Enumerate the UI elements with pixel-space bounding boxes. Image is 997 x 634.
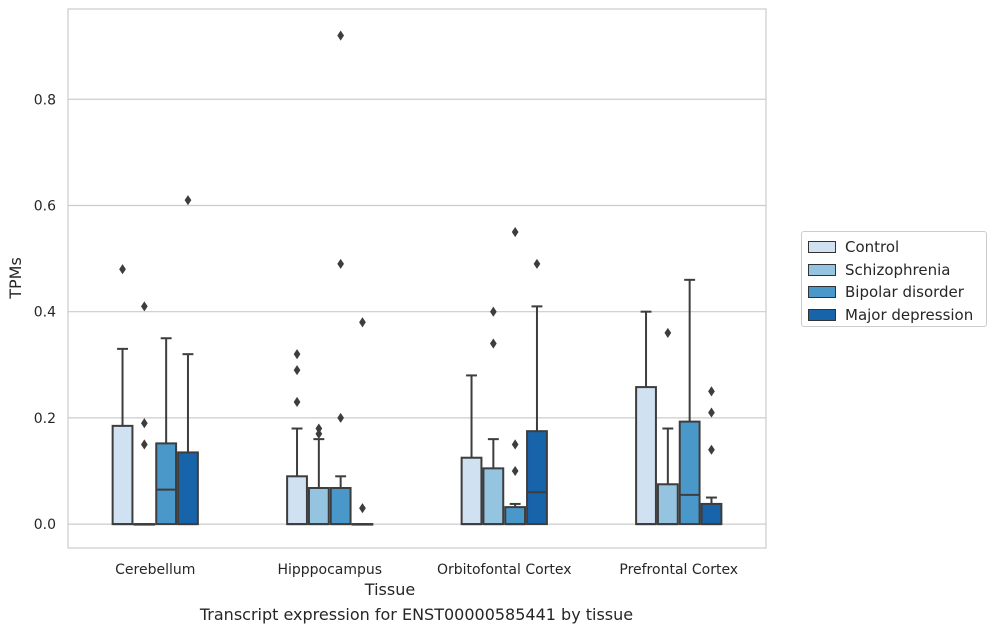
outlier-point (315, 423, 323, 434)
plot-frame (67, 8, 767, 549)
outlier-point (359, 317, 366, 328)
outlier-point (489, 338, 497, 349)
legend-item-major-depression: Major depression (808, 304, 986, 327)
outlier-point (140, 439, 148, 450)
y-tick-label: 0.8 (34, 92, 56, 108)
y-tick-label: 0.0 (34, 517, 56, 533)
box-control-cerebellum (111, 424, 134, 526)
outlier-point (708, 407, 715, 418)
legend: Control Schizophrenia Bipolar disorder M… (801, 231, 987, 327)
legend-label-bipolar-disorder: Bipolar disorder (845, 283, 964, 302)
y-tick-labels: 0.0 0.2 0.4 0.6 0.8 (34, 92, 56, 533)
x-axis-label: Tissue (364, 580, 415, 599)
x-tick-label: Cerebellum (115, 562, 195, 578)
outlier-point (184, 195, 192, 206)
box-bipolar-disorder-hipppocampus (329, 486, 352, 526)
box-bipolar-disorder-orbitofontal-cortex (504, 506, 527, 526)
box-major-depression-orbitofontal-cortex (526, 430, 548, 526)
outlier-point (708, 444, 715, 455)
outlier-point (359, 503, 366, 514)
outlier-point (511, 465, 519, 477)
chart-caption: Transcript expression for ENST0000058544… (199, 605, 634, 624)
x-tick-label: Orbitofontal Cortex (437, 562, 572, 578)
outlier-point (511, 439, 519, 450)
y-tick-label: 0.6 (34, 198, 56, 214)
box-control-orbitofontal-cortex (460, 456, 483, 526)
outlier-point (337, 258, 345, 269)
legend-swatch-control (808, 241, 836, 254)
outlier-point (511, 226, 519, 238)
outlier-point (708, 386, 715, 397)
legend-item-control: Control (808, 236, 986, 259)
legend-swatch-bipolar-disorder (808, 286, 836, 299)
y-axis-label: TPMs (6, 257, 25, 300)
outlier-point (533, 258, 541, 269)
outlier-point (293, 365, 301, 376)
y-tick-label: 0.4 (34, 305, 56, 321)
x-tick-labels: Cerebellum Hipppocampus Orbitofontal Corte… (115, 562, 738, 578)
box-schizophrenia-orbitofontal-cortex (482, 467, 505, 526)
box-bipolar-disorder-cerebellum (155, 442, 178, 526)
legend-swatch-schizophrenia (808, 263, 836, 276)
legend-swatch-major-depression (808, 308, 836, 321)
outlier-point (315, 428, 323, 439)
y-tick-label: 0.2 (34, 411, 56, 427)
box-major-depression-cerebellum (177, 451, 199, 526)
box-schizophrenia-hipppocampus (307, 486, 330, 526)
outlier-point (337, 412, 345, 423)
box-major-depression-prefrontal-cortex (700, 502, 723, 526)
outlier-point (119, 264, 126, 275)
legend-label-schizophrenia: Schizophrenia (845, 260, 951, 279)
box-schizophrenia-prefrontal-cortex (656, 483, 679, 526)
x-tick-label: Hipppocampus (277, 562, 382, 578)
box-group (111, 30, 723, 526)
outlier-point (293, 396, 301, 408)
box-control-hipppocampus (286, 475, 308, 526)
legend-item-bipolar-disorder: Bipolar disorder (808, 281, 986, 304)
outlier-point (337, 30, 345, 41)
box-bipolar-disorder-prefrontal-cortex (678, 420, 701, 526)
legend-item-schizophrenia: Schizophrenia (808, 259, 986, 282)
outlier-point (489, 306, 497, 317)
outlier-point (664, 327, 672, 338)
x-tick-label: Prefrontal Cortex (619, 562, 738, 578)
legend-label-control: Control (845, 238, 900, 257)
outlier-point (140, 418, 148, 429)
legend-label-major-depression: Major depression (845, 305, 974, 324)
outlier-point (293, 349, 301, 360)
outlier-point (140, 301, 148, 312)
box-control-prefrontal-cortex (635, 386, 657, 526)
